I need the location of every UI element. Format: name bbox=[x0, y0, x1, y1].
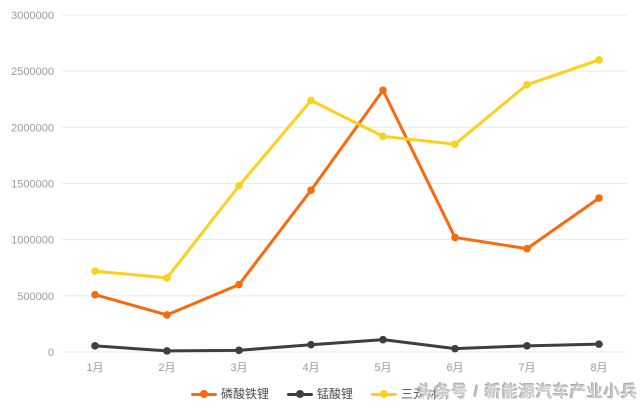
legend-dot-icon bbox=[380, 390, 388, 398]
y-tick-label: 3000000 bbox=[11, 10, 54, 22]
data-point bbox=[379, 132, 387, 141]
x-tick-label: 3月 bbox=[230, 362, 247, 374]
x-tick-label: 2月 bbox=[158, 362, 175, 374]
legend: 磷酸铁锂 锰酸锂 三元材料 bbox=[0, 388, 640, 400]
series-line-3 bbox=[93, 58, 601, 280]
legend-dot-icon bbox=[295, 390, 304, 398]
data-point bbox=[91, 290, 99, 299]
data-point bbox=[307, 186, 315, 195]
data-point bbox=[523, 80, 531, 89]
legend-item[interactable]: 磷酸铁锂 bbox=[190, 387, 269, 401]
x-tick-label: 6月 bbox=[446, 362, 463, 374]
data-point bbox=[523, 342, 531, 350]
x-tick-label: 5月 bbox=[374, 362, 391, 374]
data-point bbox=[163, 311, 171, 319]
y-tick-label: 500000 bbox=[17, 291, 54, 303]
legend-item[interactable]: 三元材料 bbox=[371, 388, 449, 400]
x-tick-label: 8月 bbox=[590, 362, 607, 374]
legend-label: 三元材料 bbox=[401, 387, 450, 401]
data-point bbox=[235, 280, 243, 289]
y-tick-label: 0 bbox=[48, 347, 54, 359]
legend-line-icon bbox=[371, 390, 397, 398]
x-tick-label: 7月 bbox=[518, 362, 535, 374]
legend-label: 锰酸锂 bbox=[316, 387, 353, 401]
data-point bbox=[91, 267, 99, 275]
data-point bbox=[595, 56, 603, 64]
data-point bbox=[451, 344, 459, 353]
data-point bbox=[235, 346, 243, 355]
legend-line-icon bbox=[286, 390, 313, 398]
data-point bbox=[379, 335, 387, 344]
data-point bbox=[379, 86, 387, 95]
x-tick-label: 4月 bbox=[302, 362, 319, 374]
series-line-2 bbox=[93, 338, 601, 353]
data-point bbox=[307, 96, 315, 105]
y-tick-label: 2000000 bbox=[11, 122, 54, 134]
data-point bbox=[523, 244, 531, 253]
data-point bbox=[91, 342, 99, 350]
watermark: 头条号 / 新能源汽车产业小兵 bbox=[417, 384, 638, 401]
data-point bbox=[451, 233, 459, 242]
y-tick-label: 1500000 bbox=[11, 179, 54, 191]
data-point bbox=[307, 340, 315, 349]
y-tick-label: 2500000 bbox=[11, 66, 54, 78]
data-point bbox=[595, 340, 603, 348]
data-point bbox=[451, 140, 459, 148]
data-point bbox=[235, 181, 243, 190]
data-point bbox=[163, 347, 171, 355]
data-point bbox=[595, 194, 603, 202]
x-tick-label: 1月 bbox=[86, 362, 103, 374]
legend-item[interactable]: 锰酸锂 bbox=[286, 387, 353, 401]
legend-label: 磷酸铁锂 bbox=[220, 387, 269, 401]
data-point bbox=[163, 274, 171, 282]
legend-dot-icon bbox=[199, 390, 208, 398]
y-tick-label: 1000000 bbox=[11, 235, 54, 247]
series-line-1 bbox=[93, 88, 601, 317]
legend-line-icon bbox=[190, 390, 217, 398]
